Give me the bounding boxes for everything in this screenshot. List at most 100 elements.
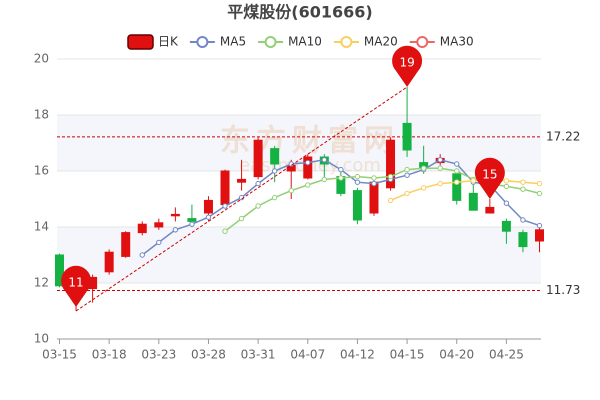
mark-line-label: 11.73 [546, 283, 580, 297]
candle-body [452, 173, 462, 201]
x-tick-label: 03-23 [141, 348, 176, 362]
candle-body [468, 192, 478, 211]
ma-point [536, 180, 543, 187]
x-tick-label: 03-15 [42, 348, 77, 362]
y-tick-label: 20 [34, 52, 49, 66]
x-tick-label: 04-20 [439, 348, 474, 362]
legend-label: 日K [158, 35, 179, 49]
legend: 日K MA5 MA10 MA20 MA30 [127, 34, 474, 50]
mark-point [392, 45, 423, 87]
mark-point-label: 19 [399, 56, 414, 70]
ma-point [404, 190, 410, 197]
ma-point [354, 173, 361, 180]
ma-point [371, 180, 377, 187]
legend-swatch [127, 34, 154, 50]
ma-point [156, 239, 162, 246]
candle-body [501, 220, 511, 232]
ma-point [321, 176, 328, 183]
x-tick-label: 04-25 [489, 348, 524, 362]
ma-point [503, 178, 510, 184]
candle-body [104, 251, 114, 273]
legend-label: MA30 [440, 35, 474, 49]
ma-point [454, 168, 460, 174]
candle-body [369, 181, 379, 214]
chart-title: 平煤股份(601666) [227, 3, 372, 22]
ma-point [520, 217, 526, 223]
candle-body [485, 206, 495, 214]
candle-body [170, 213, 180, 217]
y-tick-label: 16 [34, 164, 49, 178]
ma-point [139, 252, 145, 258]
candle-body [121, 232, 131, 257]
ma-point [255, 203, 261, 209]
candle-body [203, 199, 213, 214]
ma-point [205, 214, 212, 220]
ma-point [437, 180, 443, 187]
x-tick-label: 03-18 [92, 348, 127, 362]
candle-body [154, 222, 164, 228]
ma-point [305, 159, 311, 166]
mark-line-label: 17.22 [546, 129, 580, 143]
legend-label: MA10 [288, 35, 322, 49]
ma-point [536, 222, 543, 229]
candle-body [535, 229, 544, 242]
candle-body [253, 139, 263, 178]
candle-body [137, 223, 147, 234]
ma-point [371, 175, 377, 181]
ma-point [437, 157, 443, 163]
ma-point [454, 161, 460, 167]
ma-point [520, 186, 526, 192]
x-tick-label: 04-15 [390, 348, 425, 362]
y-tick-label: 10 [34, 332, 49, 346]
mark-point [61, 265, 92, 307]
ma-point [503, 183, 510, 190]
ma-point [271, 194, 278, 201]
y-tick-label: 18 [34, 108, 49, 122]
ma-point [536, 190, 543, 197]
ma-point [420, 185, 427, 191]
candle-body [402, 122, 412, 151]
ma-point [387, 197, 394, 204]
ma-point [520, 179, 526, 185]
mark-point-label: 15 [482, 168, 497, 182]
ma-point [288, 187, 294, 194]
candle-body [352, 190, 362, 221]
mark-point-label: 11 [68, 276, 83, 290]
ma-point [437, 165, 443, 171]
ma-point [189, 221, 195, 227]
candle-body [237, 178, 247, 183]
ma-point [454, 179, 460, 185]
ma-point [404, 172, 410, 178]
grid-band [57, 227, 541, 283]
ma-point [420, 165, 427, 171]
ma-point [222, 203, 228, 209]
legend-swatch [340, 36, 353, 48]
ma-point [222, 228, 228, 234]
ma-point [271, 168, 278, 174]
ma-point [321, 157, 328, 163]
ma-point [338, 175, 344, 181]
x-tick-label: 03-28 [191, 348, 226, 362]
mark-point [474, 157, 505, 199]
ma-point [238, 215, 245, 222]
candle-body [386, 139, 396, 189]
ma-point [470, 178, 476, 184]
x-tick-label: 04-12 [340, 348, 375, 362]
watermark: 东方财富网 [220, 124, 400, 159]
legend-swatch [264, 36, 277, 48]
ma-point [255, 180, 261, 187]
legend-swatch [196, 36, 209, 48]
trend-line [75, 86, 408, 312]
x-tick-label: 03-31 [241, 348, 276, 362]
y-tick-label: 12 [34, 276, 49, 290]
ma-point [354, 179, 361, 185]
ma-point [172, 227, 179, 233]
candle-body [220, 170, 230, 206]
y-tick-label: 14 [34, 220, 49, 234]
ma-point [305, 182, 311, 188]
ma-line [390, 178, 540, 202]
legend-label: MA5 [220, 35, 246, 49]
candle-body [303, 156, 313, 179]
ma-point [503, 200, 510, 206]
